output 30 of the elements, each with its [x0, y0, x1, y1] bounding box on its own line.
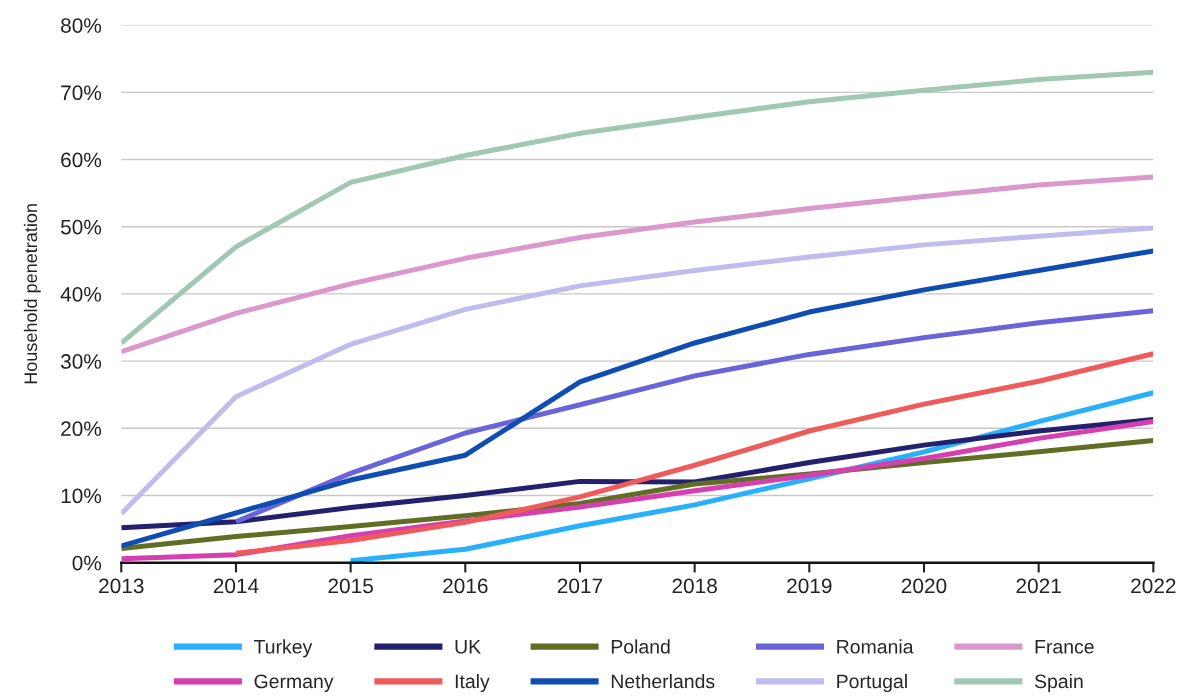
y-tick-label: 0%	[72, 555, 102, 571]
legend-label: Italy	[455, 673, 490, 693]
y-axis-title: Household penetration	[23, 204, 41, 384]
x-tick-label: 2014	[213, 578, 259, 594]
legend-label: Romania	[837, 639, 914, 654]
legend-label: UK	[455, 640, 481, 654]
y-tick-label: 60%	[61, 152, 102, 168]
legend-label: France	[1035, 640, 1094, 654]
x-tick-label: 2019	[787, 578, 832, 594]
x-tick-label: 2016	[443, 578, 488, 594]
legend-label: Netherlands	[611, 673, 715, 689]
y-tick-label: 10%	[61, 488, 102, 504]
x-tick-label: 2013	[99, 578, 144, 594]
legend-label: Germany	[254, 674, 334, 693]
legend-label: Turkey	[254, 639, 313, 658]
y-tick-label: 50%	[60, 219, 102, 235]
legend-label: Portugal	[837, 673, 907, 693]
legend-label: Poland	[611, 639, 670, 654]
y-tick-label: 70%	[61, 85, 102, 101]
y-tick-label: 20%	[61, 421, 102, 437]
y-tick-label: 80%	[61, 18, 102, 33]
x-tick-label: 2018	[672, 578, 717, 594]
x-tick-label: 2015	[328, 578, 373, 594]
legend-label: Spain	[1034, 673, 1083, 693]
x-tick-label: 2022	[1131, 578, 1176, 594]
x-tick-label: 2021	[1016, 578, 1061, 594]
y-tick-label: 30%	[60, 354, 102, 369]
x-tick-label: 2020	[901, 578, 947, 594]
x-tick-label: 2017	[557, 578, 603, 594]
y-tick-label: 40%	[60, 286, 102, 302]
